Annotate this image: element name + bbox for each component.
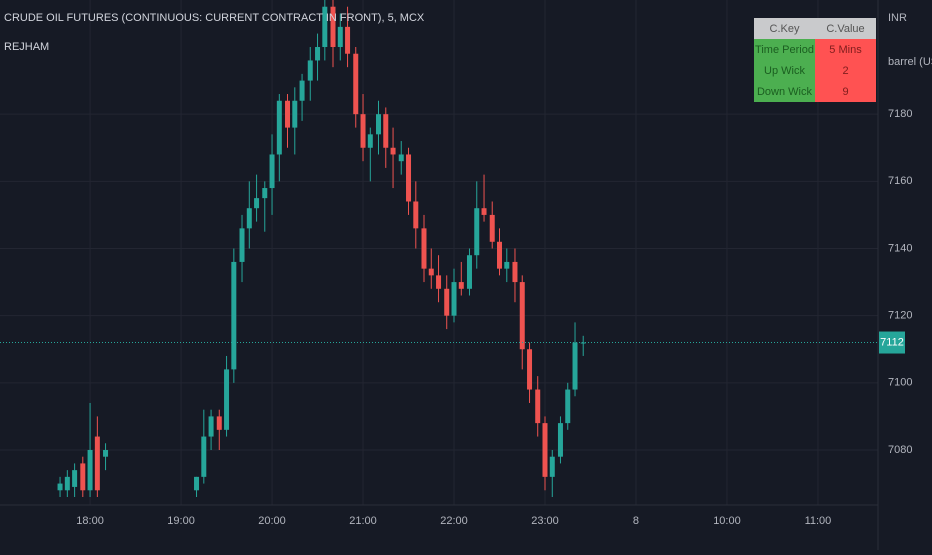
candle-body <box>444 288 450 316</box>
value-cell: 2 <box>815 60 876 81</box>
candle-body <box>436 275 442 289</box>
candle-body <box>497 241 503 269</box>
y-tick-label: 7120 <box>888 310 912 322</box>
candle-body <box>535 389 541 424</box>
candle-body <box>458 282 464 289</box>
table-row: Down Wick 9 <box>754 81 876 102</box>
value-cell: 9 <box>815 81 876 102</box>
y-tick-label: 7100 <box>888 377 912 389</box>
y-tick-label: 7140 <box>888 242 912 254</box>
unit: barrel (US) <box>888 56 932 68</box>
chart-title: CRUDE OIL FUTURES (CONTINUOUS: CURRENT C… <box>4 12 425 24</box>
last-price-label: 7112 <box>880 336 904 348</box>
candle-body <box>572 342 578 390</box>
candle-body <box>315 47 321 61</box>
candle-body <box>262 188 268 199</box>
candle-body <box>231 261 237 370</box>
y-tick-label: 7080 <box>888 444 912 456</box>
candle-body <box>413 201 419 229</box>
currency: INR <box>888 12 907 24</box>
x-tick-label: 23:00 <box>531 515 559 527</box>
candle-body <box>451 282 457 316</box>
candle-body <box>345 26 351 54</box>
candle-body <box>246 208 252 229</box>
candle-body <box>542 423 548 477</box>
candle-body <box>299 80 305 101</box>
info-table: C.Key C.Value Time Period 5 Mins Up Wick… <box>754 18 876 102</box>
candle-body <box>239 228 245 262</box>
candle-body <box>216 416 222 430</box>
candle-body <box>224 369 230 430</box>
candle-body <box>292 100 298 128</box>
candles <box>57 0 586 497</box>
x-tick-label: 11:00 <box>805 515 832 527</box>
candle-body <box>466 255 472 289</box>
candle-body <box>527 349 533 390</box>
candle-body <box>322 6 328 48</box>
candle-body <box>353 53 359 115</box>
candle-body <box>337 26 343 48</box>
candle-body <box>360 114 366 148</box>
candle-body <box>103 449 109 457</box>
value-cell: 5 Mins <box>815 39 876 60</box>
candle-body <box>398 154 404 162</box>
candle-body <box>276 100 282 155</box>
candle-body <box>269 154 275 189</box>
x-tick-label: 8 <box>633 515 639 527</box>
table-row: Time Period 5 Mins <box>754 39 876 60</box>
candle-body <box>504 261 510 269</box>
candle-body <box>94 436 100 491</box>
candle-body <box>208 416 214 437</box>
candle-body <box>428 268 434 276</box>
candle-body <box>474 208 480 256</box>
candle-body <box>406 154 412 202</box>
last-price-tag <box>879 331 905 354</box>
candle-body <box>519 282 525 350</box>
y-tick-label: 7180 <box>888 108 912 120</box>
y-tick-label: 7160 <box>888 175 912 187</box>
candle-body <box>421 228 427 269</box>
candle-body <box>367 134 373 148</box>
header-cell: C.Key <box>754 18 815 39</box>
candle-body <box>580 342 586 344</box>
candle-body <box>307 60 313 81</box>
header-cell: C.Value <box>815 18 876 39</box>
candle-body <box>72 470 78 487</box>
candle-body <box>201 436 207 477</box>
table-header: C.Key C.Value <box>754 18 876 39</box>
key-cell: Time Period <box>754 39 815 60</box>
grid <box>0 0 878 505</box>
candle-body <box>565 389 571 424</box>
x-tick-label: 19:00 <box>167 515 195 527</box>
x-tick-label: 20:00 <box>258 515 286 527</box>
x-tick-label: 22:00 <box>440 515 468 527</box>
candle-body <box>489 214 495 242</box>
x-tick-label: 10:00 <box>713 515 741 527</box>
indicator-name: REJHAM <box>4 41 49 53</box>
candle-body <box>481 208 487 215</box>
candle-body <box>383 114 389 148</box>
candle-body <box>57 483 63 491</box>
x-tick-label: 21:00 <box>349 515 377 527</box>
candle-body <box>557 423 563 457</box>
table-row: Up Wick 2 <box>754 60 876 81</box>
candle-body <box>390 147 396 155</box>
x-tick-label: 18:00 <box>76 515 104 527</box>
candle-body <box>87 449 93 491</box>
candle-body <box>375 114 381 135</box>
candle-body <box>194 476 200 491</box>
candle-body <box>549 456 555 477</box>
candle-body <box>330 6 336 48</box>
candle-body <box>254 198 260 209</box>
candle-body <box>285 100 291 128</box>
candle-body <box>80 463 86 491</box>
key-cell: Down Wick <box>754 81 815 102</box>
candle-body <box>512 261 518 283</box>
candle-body <box>64 476 70 491</box>
key-cell: Up Wick <box>754 60 815 81</box>
